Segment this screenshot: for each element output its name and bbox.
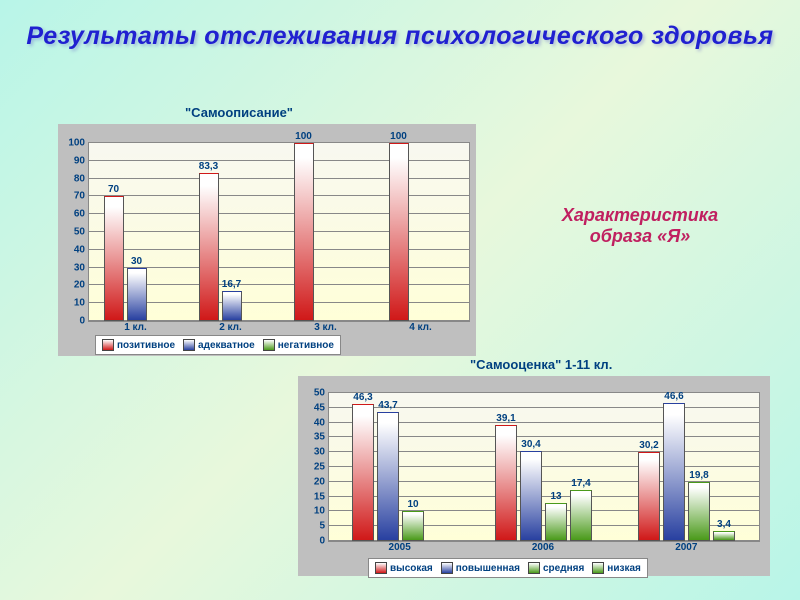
xlabel: 2006: [471, 542, 614, 553]
ytick: 10: [74, 298, 85, 309]
bar: 30,4: [520, 451, 542, 541]
legend-item: адекватное: [183, 339, 255, 351]
legend-item: повышенная: [441, 562, 520, 574]
ytick: 30: [314, 447, 325, 458]
ytick: 80: [74, 173, 85, 184]
bar-label: 3,4: [717, 519, 731, 530]
bar-label: 100: [390, 131, 407, 142]
chart2-title: "Самооценка" 1-11 кл.: [470, 357, 612, 372]
bar-label: 39,1: [496, 413, 515, 424]
bar: 46,6: [663, 403, 685, 541]
legend-item: средняя: [528, 562, 584, 574]
bar-label: 30,2: [639, 440, 658, 451]
xlabel: 4 кл.: [373, 322, 468, 333]
bar: 39,1: [495, 425, 517, 541]
chart1-legend: позитивное адекватное негативное: [95, 335, 341, 355]
ytick: 0: [79, 316, 85, 327]
ytick: 20: [74, 280, 85, 291]
bar-label: 10: [407, 499, 418, 510]
bar-label: 17,4: [571, 478, 590, 489]
ytick: 90: [74, 155, 85, 166]
ytick: 50: [74, 227, 85, 238]
bar: 70: [104, 196, 124, 321]
chart1-plot: 0102030405060708090100703083,316,7100100: [88, 142, 470, 322]
xlabel: 2007: [615, 542, 758, 553]
bar: 100: [294, 143, 314, 321]
bar-label: 30: [131, 256, 142, 267]
ytick: 35: [314, 432, 325, 443]
bar: 17,4: [570, 490, 592, 542]
bar-label: 19,8: [689, 470, 708, 481]
bar: 30,2: [638, 452, 660, 541]
ytick: 15: [314, 491, 325, 502]
bar: 13: [545, 503, 567, 541]
legend-item: позитивное: [102, 339, 175, 351]
bar: 46,3: [352, 404, 374, 541]
chart2-plot: 0510152025303540455046,343,71039,130,413…: [328, 392, 760, 542]
bar-label: 70: [108, 184, 119, 195]
chart1-title: "Самоописание": [185, 105, 293, 120]
ytick: 10: [314, 506, 325, 517]
xlabel: 1 кл.: [88, 322, 183, 333]
ytick: 60: [74, 209, 85, 220]
bar: 3,4: [713, 531, 735, 541]
bar: 16,7: [222, 291, 242, 321]
legend-item: негативное: [263, 339, 334, 351]
ytick: 30: [74, 262, 85, 273]
ytick: 20: [314, 476, 325, 487]
ytick: 25: [314, 462, 325, 473]
xlabel: 2005: [328, 542, 471, 553]
ytick: 40: [314, 417, 325, 428]
xlabel: 2 кл.: [183, 322, 278, 333]
bar-label: 43,7: [378, 400, 397, 411]
bar-label: 100: [295, 131, 312, 142]
bar-label: 46,3: [353, 392, 372, 403]
xlabel: 3 кл.: [278, 322, 373, 333]
side-caption: Характеристикаобраза «Я»: [525, 205, 755, 247]
bar-label: 83,3: [199, 161, 218, 172]
bar-label: 16,7: [222, 279, 241, 290]
ytick: 45: [314, 402, 325, 413]
ytick: 100: [68, 138, 85, 149]
bar-label: 30,4: [521, 439, 540, 450]
page-title: Результаты отслеживания психологического…: [0, 0, 800, 51]
ytick: 5: [319, 521, 325, 532]
legend-item: низкая: [592, 562, 641, 574]
bar: 10: [402, 511, 424, 541]
ytick: 40: [74, 244, 85, 255]
legend-item: высокая: [375, 562, 433, 574]
bar: 19,8: [688, 482, 710, 541]
bar-label: 13: [550, 491, 561, 502]
ytick: 70: [74, 191, 85, 202]
chart1-box: 0102030405060708090100703083,316,7100100…: [58, 124, 476, 356]
ytick: 0: [319, 536, 325, 547]
bar: 83,3: [199, 173, 219, 321]
bar: 100: [389, 143, 409, 321]
chart2-box: 0510152025303540455046,343,71039,130,413…: [298, 376, 770, 576]
ytick: 50: [314, 388, 325, 399]
bar-label: 46,6: [664, 391, 683, 402]
chart2-legend: высокая повышенная средняя низкая: [368, 558, 648, 578]
bar: 30: [127, 268, 147, 321]
bar: 43,7: [377, 412, 399, 541]
